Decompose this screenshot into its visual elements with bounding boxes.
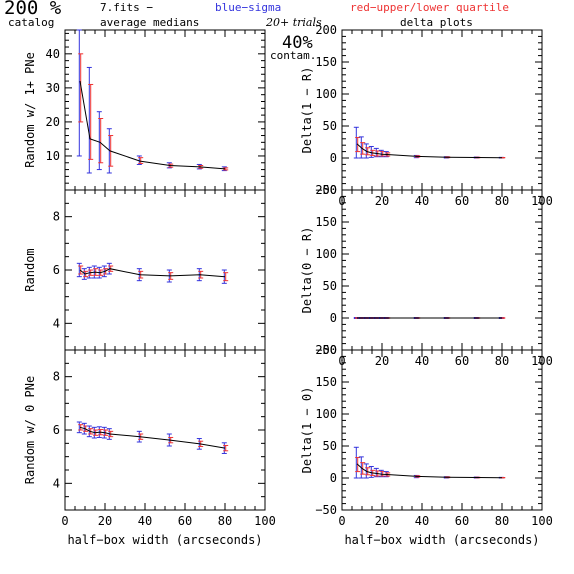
- panel-5-x-tick-label: 60: [178, 514, 192, 528]
- big-title: 200 %: [4, 0, 62, 19]
- panel-6-x-tick-label: 60: [455, 514, 469, 528]
- panel-3-y-tick-label: 6: [53, 263, 60, 277]
- panel-5-median-line: [79, 426, 226, 449]
- panel-4-y-tick-label: 200: [315, 183, 337, 197]
- panel-5-x-tick-label: 40: [138, 514, 152, 528]
- panel-5-y-tick-label: 4: [53, 476, 60, 490]
- panel-4-y-tick-label: 50: [323, 279, 337, 293]
- panel-6-y-tick-label: −50: [315, 503, 337, 517]
- panel-1-median-line: [79, 81, 226, 170]
- panel-6-y-tick-label: 150: [315, 375, 337, 389]
- panel-2-x-tick-label: 80: [495, 194, 509, 208]
- panel-6-x-axis-label: half−box width (arcseconds): [344, 533, 539, 547]
- contamination-label: contam.: [270, 49, 317, 62]
- panel-2-y-tick-label: −50: [315, 183, 337, 197]
- panel-2-y-tick-label: 0: [330, 151, 337, 165]
- quartile-legend: red−upper/lower quartile: [350, 1, 509, 14]
- panel-1-y-tick-label: 10: [46, 149, 60, 163]
- panel-6-y-axis-label: Delta(1 − 0): [300, 387, 314, 474]
- panel-4-x-tick-label: 20: [375, 354, 389, 368]
- average-medians-label: average medians: [100, 16, 200, 29]
- panel-5-y-axis-label: Random w/ 0 PNe: [23, 376, 37, 484]
- panel-2-median-line: [356, 143, 503, 159]
- panel-4-y-tick-label: −50: [315, 343, 337, 357]
- panel-6-x-tick-label: 80: [495, 514, 509, 528]
- delta-plots-label: delta plots: [400, 16, 473, 29]
- sigma-legend: blue−sigma: [215, 1, 282, 14]
- contamination-percent: 40%: [282, 33, 313, 53]
- panel-2-y-tick-label: 50: [323, 119, 337, 133]
- panel-2-y-tick-label: 150: [315, 55, 337, 69]
- panel-1-frame: [64, 29, 266, 191]
- panel-4-y-tick-label: 150: [315, 215, 337, 229]
- panel-1-y-axis-label: Random w/ 1+ PNe: [23, 52, 37, 168]
- panel-4-y-axis-label: Delta(0 − R): [300, 227, 314, 314]
- panel-2-y-tick-label: 200: [315, 23, 337, 37]
- panel-4-x-tick-label: 80: [495, 354, 509, 368]
- panel-2-y-tick-label: 100: [315, 87, 337, 101]
- panel-4-x-tick-label: 40: [415, 354, 429, 368]
- catalog-label: catalog: [8, 16, 55, 29]
- panel-1-y-tick-label: 40: [46, 47, 60, 61]
- panel-6-y-tick-label: 200: [315, 343, 337, 357]
- panel-3-median-line: [79, 268, 226, 278]
- panel-6-x-tick-label: 100: [531, 514, 553, 528]
- panel-6-y-tick-label: 100: [315, 407, 337, 421]
- panel-6-y-tick-label: 50: [323, 439, 337, 453]
- panel-4-y-tick-label: 100: [315, 247, 337, 261]
- panel-3-y-axis-label: Random: [23, 248, 37, 291]
- panel-5-y-tick-label: 8: [53, 370, 60, 384]
- panel-2-x-tick-label: 40: [415, 194, 429, 208]
- panel-3-y-tick-label: 4: [53, 316, 60, 330]
- trials-label: 20+ trials: [266, 16, 322, 29]
- panel-6-frame: [341, 349, 543, 511]
- panel-2-y-axis-label: Delta(1 − R): [300, 67, 314, 154]
- panel-6-x-tick-label: 0: [338, 514, 345, 528]
- panel-5-y-tick-label: 6: [53, 423, 60, 437]
- panel-4-frame: [341, 189, 543, 351]
- fits-label: 7.fits −: [100, 1, 153, 14]
- panel-5-x-tick-label: 20: [98, 514, 112, 528]
- panel-2-x-tick-label: 60: [455, 194, 469, 208]
- panel-6-y-tick-label: 0: [330, 471, 337, 485]
- panel-6-x-tick-label: 40: [415, 514, 429, 528]
- panel-5-x-tick-label: 0: [61, 514, 68, 528]
- panel-6-x-tick-label: 20: [375, 514, 389, 528]
- panel-4-x-tick-label: 60: [455, 354, 469, 368]
- panel-1-y-tick-label: 20: [46, 115, 60, 129]
- panel-4-y-tick-label: 0: [330, 311, 337, 325]
- panel-5-x-tick-label: 80: [218, 514, 232, 528]
- panel-2-frame: [341, 29, 543, 191]
- panel-5-x-axis-label: half−box width (arcseconds): [67, 533, 262, 547]
- panel-6-median-line: [356, 463, 503, 479]
- panel-1-y-tick-label: 30: [46, 81, 60, 95]
- panel-3-y-tick-label: 8: [53, 210, 60, 224]
- panel-5-x-tick-label: 100: [254, 514, 276, 528]
- panel-3-frame: [64, 189, 266, 351]
- panel-2-x-tick-label: 20: [375, 194, 389, 208]
